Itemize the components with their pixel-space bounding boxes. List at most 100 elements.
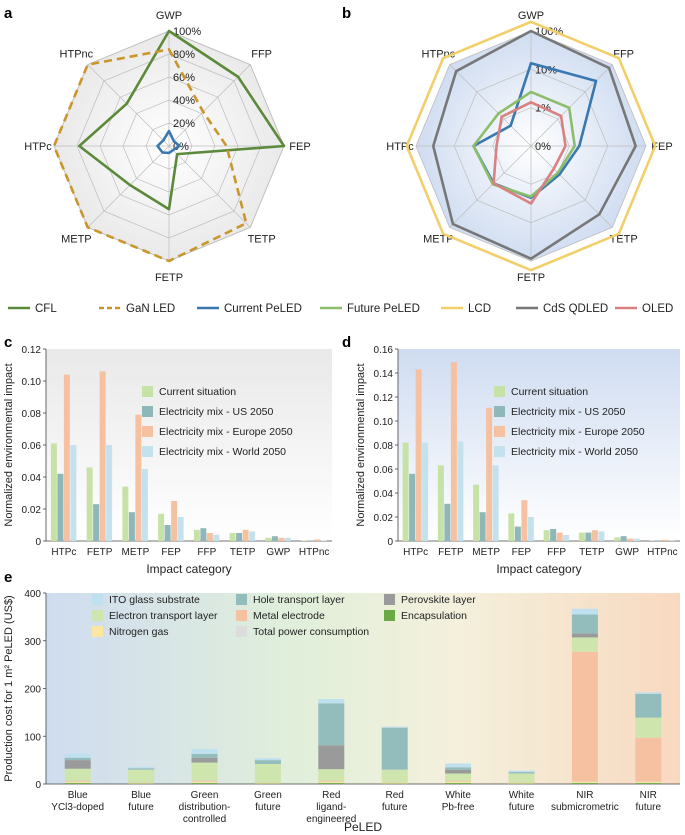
- bar-segment: [635, 692, 662, 694]
- bar-segment: [318, 699, 345, 704]
- radar-ring-label: 100%: [173, 26, 201, 38]
- bar-segment: [128, 768, 155, 770]
- bar-segment: [318, 769, 345, 781]
- bar: [193, 529, 200, 541]
- panel-label-e: e: [4, 569, 12, 586]
- x-tick-label: White: [509, 790, 535, 801]
- bar-segment: [64, 782, 91, 784]
- bar: [527, 517, 534, 541]
- radar-spoke: [449, 145, 532, 228]
- legend-label: Metal electrode: [253, 610, 325, 622]
- radar-series-lcd: [405, 20, 657, 272]
- x-tick-label: NIR: [576, 790, 593, 801]
- bar-segment: [445, 773, 472, 781]
- bar-segment: [254, 758, 281, 761]
- radar-axis-label: HTPnc: [60, 48, 94, 60]
- bar-segment: [571, 614, 598, 634]
- legend-label: OLED: [642, 303, 673, 315]
- bar-segment: [64, 757, 91, 761]
- bar-segment: [254, 763, 281, 783]
- x-tick-label: Pb-free: [442, 802, 475, 813]
- bar-segment: [64, 760, 91, 769]
- legend-swatch: [494, 426, 505, 437]
- bar-segment: [635, 737, 662, 782]
- bar: [171, 501, 178, 541]
- bar: [473, 484, 480, 541]
- x-tick-label: FFP: [197, 547, 216, 558]
- x-tick-label: HTPnc: [647, 547, 678, 558]
- legend-swatch: [494, 446, 505, 457]
- bar-segment: [318, 745, 345, 770]
- legend-label: Electricity mix - Europe 2050: [159, 426, 293, 438]
- x-tick-label: controlled: [183, 814, 226, 825]
- x-tick-label: Red: [322, 790, 340, 801]
- legend-label: Electricity mix - Europe 2050: [511, 426, 645, 438]
- bar: [206, 533, 213, 541]
- bar-segment: [64, 780, 91, 782]
- radar-series-future-peled: [472, 90, 577, 198]
- bar: [492, 465, 499, 541]
- x-axis-title: PeLED: [344, 820, 382, 834]
- x-tick-label: FFP: [547, 547, 566, 558]
- radar-axis-label: GWP: [156, 10, 182, 22]
- y-tick-label: 200: [24, 685, 41, 696]
- radar-axis-label: GWP: [518, 10, 544, 22]
- bar: [563, 535, 570, 541]
- bar-segment: [445, 769, 472, 774]
- bar: [236, 533, 243, 541]
- bar-segment: [64, 753, 91, 758]
- legend-label: Electricity mix - World 2050: [159, 446, 286, 458]
- bar-segment: [635, 782, 662, 784]
- radar-series-current-peled: [156, 129, 181, 155]
- x-tick-label: METP: [121, 547, 149, 558]
- bar: [314, 539, 321, 541]
- bar: [141, 469, 148, 541]
- bar-segment: [64, 768, 91, 781]
- y-tick-label: 100: [24, 732, 41, 743]
- bar: [229, 533, 236, 541]
- bar: [99, 371, 106, 541]
- radar-series-cds-qdled: [431, 29, 637, 261]
- bar: [164, 525, 171, 541]
- legend-swatch: [142, 406, 153, 417]
- x-tick-label: TETP: [579, 547, 605, 558]
- bar-segment: [571, 783, 598, 784]
- legend-swatch: [92, 610, 103, 621]
- bar-segment: [191, 757, 218, 763]
- radar-axis-label: TETP: [610, 234, 638, 246]
- legend-swatch: [236, 610, 247, 621]
- bar-segment: [191, 780, 218, 782]
- legend-swatch: [92, 594, 103, 605]
- radar-spoke: [87, 145, 170, 228]
- bar: [614, 537, 621, 541]
- bar: [249, 531, 256, 541]
- y-tick-label: 0.06: [22, 441, 42, 452]
- bar: [135, 414, 142, 541]
- bar-segment: [445, 783, 472, 784]
- y-tick-label: 0.12: [374, 393, 394, 404]
- radar-series-gan-led: [52, 48, 248, 263]
- bar: [402, 442, 409, 541]
- radar-ring-label: 80%: [173, 49, 195, 61]
- bar-segment: [381, 727, 408, 770]
- radar-legend: CFL GaN LED Current PeLED Future PeLED LCD Cd…: [8, 303, 673, 315]
- y-axis-title: Normalized environmental impact: [3, 363, 15, 526]
- bar-segment: [128, 766, 155, 769]
- bar: [57, 473, 64, 541]
- bar-segment: [445, 763, 472, 768]
- legend-swatch: [236, 594, 247, 605]
- bar: [63, 374, 70, 541]
- x-tick-label: FETP: [438, 547, 464, 558]
- bar: [70, 445, 77, 541]
- bar: [177, 517, 184, 541]
- bar-segment: [508, 772, 535, 774]
- bar-segment: [191, 782, 218, 784]
- x-tick-label: TETP: [230, 547, 256, 558]
- bar: [128, 512, 135, 541]
- y-tick-label: 0.06: [374, 465, 394, 476]
- y-tick-label: 0.14: [374, 369, 394, 380]
- bar: [627, 538, 634, 541]
- radar-axis-label: FEP: [289, 141, 310, 153]
- radar-axis-label: FFP: [613, 48, 634, 60]
